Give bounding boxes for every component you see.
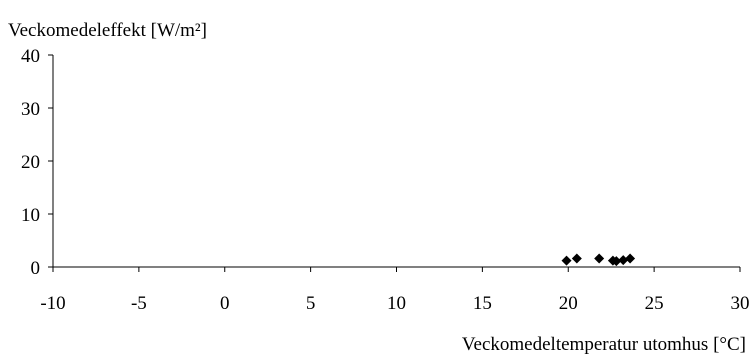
x-tick-label: -5: [131, 293, 147, 314]
y-tick-label: 10: [21, 205, 40, 226]
x-tick-label: 0: [220, 293, 230, 314]
x-tick-label: 30: [731, 293, 750, 314]
y-tick-label: 0: [31, 258, 41, 279]
plot-area: 0 10 20 30 40 -10 -5 0 5 10 15 20 25 30: [21, 46, 750, 314]
y-axis-title: Veckomedeleffekt [W/m²]: [8, 20, 207, 41]
data-point: [625, 253, 636, 264]
data-point: [571, 253, 582, 264]
x-tick-label: 10: [387, 293, 406, 314]
data-point: [561, 255, 572, 266]
y-tick-label: 20: [21, 152, 40, 173]
y-tick-label: 30: [21, 99, 40, 120]
x-tick-label: 25: [645, 293, 664, 314]
x-tick-label: 20: [559, 293, 578, 314]
y-tick-label: 40: [21, 46, 40, 67]
data-point: [611, 256, 622, 267]
data-point: [594, 253, 605, 264]
x-tick-label: -10: [40, 293, 65, 314]
x-tick-label: 15: [473, 293, 492, 314]
x-tick-label: 5: [306, 293, 316, 314]
x-axis-title: Veckomedeltemperatur utomhus [°C]: [462, 334, 746, 355]
data-point: [618, 255, 629, 266]
